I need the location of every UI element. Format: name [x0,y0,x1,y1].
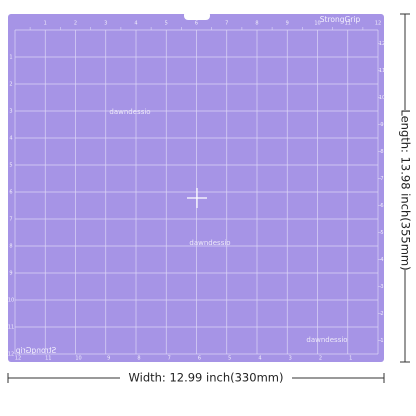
ruler-label: 9 [286,21,289,27]
ruler-label: 1 [380,338,383,344]
ruler-label: 6 [9,190,12,196]
watermark: dawndessio [109,108,150,116]
cutting-mat [8,14,384,362]
ruler-label: 1 [9,55,12,61]
ruler-label: 4 [134,21,137,27]
ruler-label: 7 [9,217,12,223]
ruler-label: 3 [104,21,107,27]
ruler-label: 8 [380,149,383,155]
ruler-label: 7 [168,356,171,362]
hang-hole [184,11,210,20]
ruler-label: 6 [380,203,383,209]
ruler-label: 10 [75,356,81,362]
ruler-label: 1 [349,356,352,362]
ruler-label: 11 [8,325,14,331]
ruler-label: 11 [379,68,385,74]
ruler-label: 12 [379,41,385,47]
ruler-label: 5 [165,21,168,27]
ruler-label: 3 [289,356,292,362]
ruler-label: 12 [15,356,21,362]
ruler-label: 8 [137,356,140,362]
ruler-label: 9 [107,356,110,362]
ruler-label: 6 [195,21,198,27]
ruler-label: 3 [9,109,12,115]
ruler-label: 11 [45,356,51,362]
ruler-label: 11 [345,21,351,27]
watermark: dawndessio [306,336,347,344]
ruler-label: 10 [8,298,14,304]
ruler-label: 2 [319,356,322,362]
brand: StrongGrip [320,15,361,24]
ruler-label: 12 [375,21,381,27]
label-bg [120,370,292,386]
ruler-label: 9 [380,122,383,128]
ruler-label: 2 [74,21,77,27]
watermark: dawndessio [189,239,230,247]
ruler-label: 1 [44,21,47,27]
ruler-label: 5 [9,163,12,169]
brand-mirrored: StrongGrip [16,346,57,355]
ruler-label: 4 [9,136,12,142]
ruler-label: 5 [228,356,231,362]
label-bg [398,110,412,270]
ruler-label: 3 [380,284,383,290]
ruler-label: 2 [380,311,383,317]
ruler-label: 6 [198,356,201,362]
width-label: Width: 12.99 inch(330mm) [129,371,284,385]
ruler-label: 12 [8,352,14,358]
ruler-label: 7 [225,21,228,27]
ruler-label: 8 [9,244,12,250]
length-label: Length: 13.98 inch(355mm) [399,109,413,270]
ruler-label: 8 [255,21,258,27]
ruler-label: 9 [9,271,12,277]
ruler-label: 4 [380,257,383,263]
ruler-label: 2 [9,82,12,88]
ruler-label: 5 [380,230,383,236]
ruler-label: 4 [258,356,261,362]
ruler-label: 7 [380,176,383,182]
ruler-label: 10 [379,95,385,101]
ruler-label: 10 [314,21,320,27]
